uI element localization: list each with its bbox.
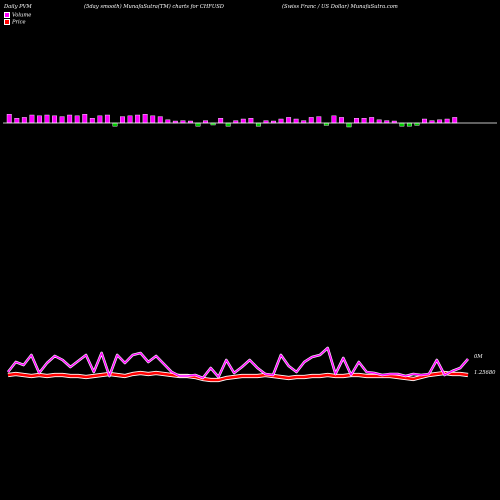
volume-bar: [406, 122, 412, 127]
chart-header-right: (Swiss Franc / US Dollar) MunafaSutra.co…: [282, 4, 398, 10]
volume-bar: [248, 117, 254, 124]
legend-price: Price: [4, 19, 26, 26]
volume-line: [7, 347, 469, 379]
volume-bar: [127, 115, 133, 124]
volume-bar: [29, 114, 35, 124]
price-panel: [6, 346, 469, 383]
volume-bar: [59, 116, 65, 124]
volume-bar: [21, 117, 27, 124]
volume-bar: [165, 119, 171, 124]
volume-line-outline: [6, 346, 469, 380]
legend-volume: Volume: [4, 12, 31, 19]
volume-bar: [346, 122, 352, 128]
legend-volume-swatch-icon: [4, 12, 10, 18]
volume-bar: [444, 118, 450, 124]
volume-bar: [142, 113, 148, 124]
volume-bar: [255, 122, 261, 127]
volume-bar: [240, 118, 246, 124]
volume-bars: [6, 113, 458, 128]
chart-header-title: (5day smooth) MunafaSutra(TM) charts for…: [84, 4, 224, 10]
volume-bar: [89, 117, 95, 124]
price-line: [7, 371, 469, 382]
volume-bar: [331, 115, 337, 124]
volume-bar: [437, 119, 443, 124]
volume-bar: [52, 115, 57, 124]
volume-bar: [150, 115, 156, 124]
volume-bar: [354, 117, 359, 124]
volume-bar: [44, 114, 50, 124]
volume-bar: [6, 113, 12, 124]
volume-bar: [218, 117, 224, 124]
volume-bar: [120, 116, 125, 124]
volume-bar: [37, 115, 42, 124]
volume-bar: [308, 117, 314, 124]
volume-bar: [339, 117, 344, 124]
volume-bar: [135, 114, 141, 124]
volume-bar: [74, 115, 80, 124]
volume-bar: [452, 117, 458, 124]
volume-bar: [286, 117, 292, 124]
volume-bar: [225, 122, 231, 127]
volume-axis-label: 0M: [474, 354, 483, 360]
volume-bar: [14, 117, 20, 124]
volume-bar: [422, 118, 427, 124]
price-axis-label: 1.25680: [474, 370, 496, 376]
volume-bar: [361, 117, 367, 124]
legend-price-swatch-icon: [4, 19, 10, 25]
volume-bar: [97, 115, 103, 124]
volume-bar: [82, 113, 88, 124]
volume-bar: [399, 122, 405, 127]
volume-bar: [293, 118, 299, 124]
chart-header-left: Daily PVM: [4, 4, 32, 10]
volume-bar: [316, 116, 322, 124]
volume-bar: [112, 122, 118, 127]
legend-price-label: Price: [12, 19, 26, 26]
volume-bar: [369, 117, 375, 124]
volume-bar: [104, 114, 110, 124]
volume-bar: [157, 116, 163, 124]
volume-bar: [278, 118, 284, 124]
volume-bar: [376, 119, 382, 124]
volume-bar: [195, 122, 201, 127]
legend-volume-label: Volume: [12, 12, 32, 19]
volume-bar: [67, 114, 73, 124]
